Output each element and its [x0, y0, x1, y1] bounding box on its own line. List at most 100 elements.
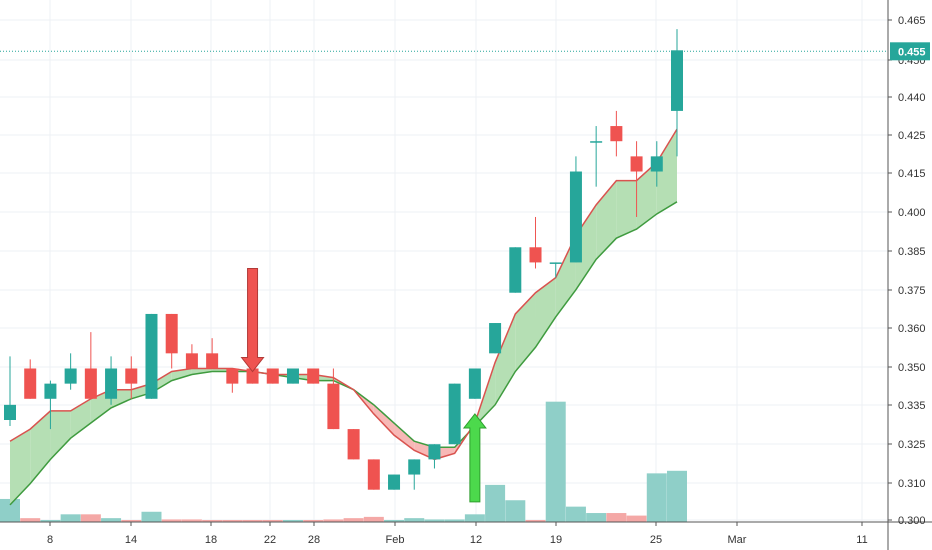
volume-bar: [606, 513, 627, 522]
cloud-segment: [596, 180, 617, 260]
candle: [489, 323, 502, 354]
candle: [24, 359, 37, 399]
volume-bar: [444, 519, 465, 522]
candle-body: [509, 247, 522, 293]
volume-bar: [343, 518, 364, 522]
candle: [388, 474, 401, 490]
candle-body: [84, 368, 97, 399]
cloud-segment: [30, 410, 51, 484]
candle: [509, 247, 522, 293]
x-tick-label: 25: [650, 534, 662, 546]
y-tick-label: 0.300: [898, 515, 926, 527]
volume-bar: [565, 506, 586, 522]
candle-body: [105, 368, 118, 399]
y-tick-label: 0.335: [898, 400, 926, 412]
x-tick-label: 18: [205, 534, 217, 546]
volume-bar: [262, 520, 283, 522]
candle: [569, 156, 582, 263]
x-tick-label: 28: [308, 534, 320, 546]
candle-body: [226, 368, 239, 384]
volume-bar: [323, 519, 344, 522]
candle-body: [468, 368, 481, 399]
volume-bar: [363, 516, 384, 522]
y-tick-label: 0.425: [898, 130, 926, 142]
candle: [630, 141, 643, 217]
candle-body: [185, 353, 198, 369]
y-tick-label: 0.385: [898, 246, 926, 258]
y-tick-label: 0.415: [898, 168, 926, 180]
volume-bar: [0, 498, 20, 522]
candle: [145, 313, 158, 399]
candle-body: [489, 323, 502, 354]
y-tick-label: 0.325: [898, 439, 926, 451]
volume-bar: [20, 518, 41, 522]
candle: [428, 444, 441, 469]
candle: [266, 368, 279, 384]
last-price-tag: 0.455: [890, 42, 930, 61]
candle-body: [367, 459, 380, 490]
candle-body: [671, 50, 683, 111]
volume-bar: [303, 520, 324, 522]
x-tick-label: Mar: [728, 534, 747, 546]
candle-body: [408, 459, 421, 475]
candle: [206, 338, 219, 369]
cloud-segment: [50, 410, 71, 460]
y-tick-label: 0.350: [898, 362, 926, 374]
volume-bar: [40, 520, 61, 522]
candle-body: [650, 156, 663, 172]
fast-moving-average-line: [9, 128, 678, 461]
candle-body: [549, 262, 562, 264]
candle: [468, 368, 481, 399]
volume-bar: [464, 514, 485, 522]
candle: [64, 353, 77, 390]
grid: [0, 0, 888, 522]
volume-bar: [141, 511, 162, 522]
volume-bar: [424, 519, 445, 522]
candle-body: [347, 429, 360, 460]
cloud-segment: [616, 180, 637, 239]
candle: [226, 368, 239, 393]
volume-bar: [202, 520, 223, 522]
x-tick-label: 22: [264, 534, 276, 546]
volume-bar: [121, 520, 142, 522]
cloud-segment: [535, 277, 556, 348]
candle-body: [529, 247, 542, 263]
last-price-tag-bg: [890, 42, 930, 61]
x-tick-label: Feb: [386, 534, 405, 546]
candles: [4, 29, 683, 490]
volume-bar: [181, 519, 202, 522]
candle-body: [266, 368, 279, 384]
volume-bar: [485, 484, 506, 522]
volume-bar: [282, 520, 303, 522]
x-tick-label: 11: [856, 534, 867, 546]
candle-body: [590, 141, 603, 143]
volume-bar: [586, 513, 607, 522]
slow-moving-average-line: [9, 201, 678, 506]
candle-body: [44, 383, 57, 399]
candle: [125, 356, 138, 399]
volume-bar: [525, 520, 546, 522]
y-tick-label: 0.375: [898, 285, 926, 297]
candle: [347, 429, 360, 460]
candle-body: [630, 156, 643, 172]
moving-average-cloud: [9, 128, 678, 506]
candle: [185, 344, 198, 369]
candle: [327, 368, 340, 430]
y-tick-label: 0.310: [898, 478, 926, 490]
y-tick-label: 0.400: [898, 207, 926, 219]
signal-arrows: [240, 267, 487, 503]
volume-bar: [667, 470, 687, 522]
volume-bar: [101, 518, 122, 522]
volume-bar: [161, 519, 182, 522]
cloud-segment: [515, 292, 536, 372]
candle-body: [448, 383, 461, 445]
x-tick-label: 19: [550, 534, 562, 546]
candle-body: [24, 368, 37, 399]
candle: [286, 368, 299, 384]
volume-bar: [626, 515, 647, 522]
cloud-segment: [394, 423, 415, 451]
candle: [165, 313, 178, 369]
cloud-segment: [575, 204, 597, 290]
